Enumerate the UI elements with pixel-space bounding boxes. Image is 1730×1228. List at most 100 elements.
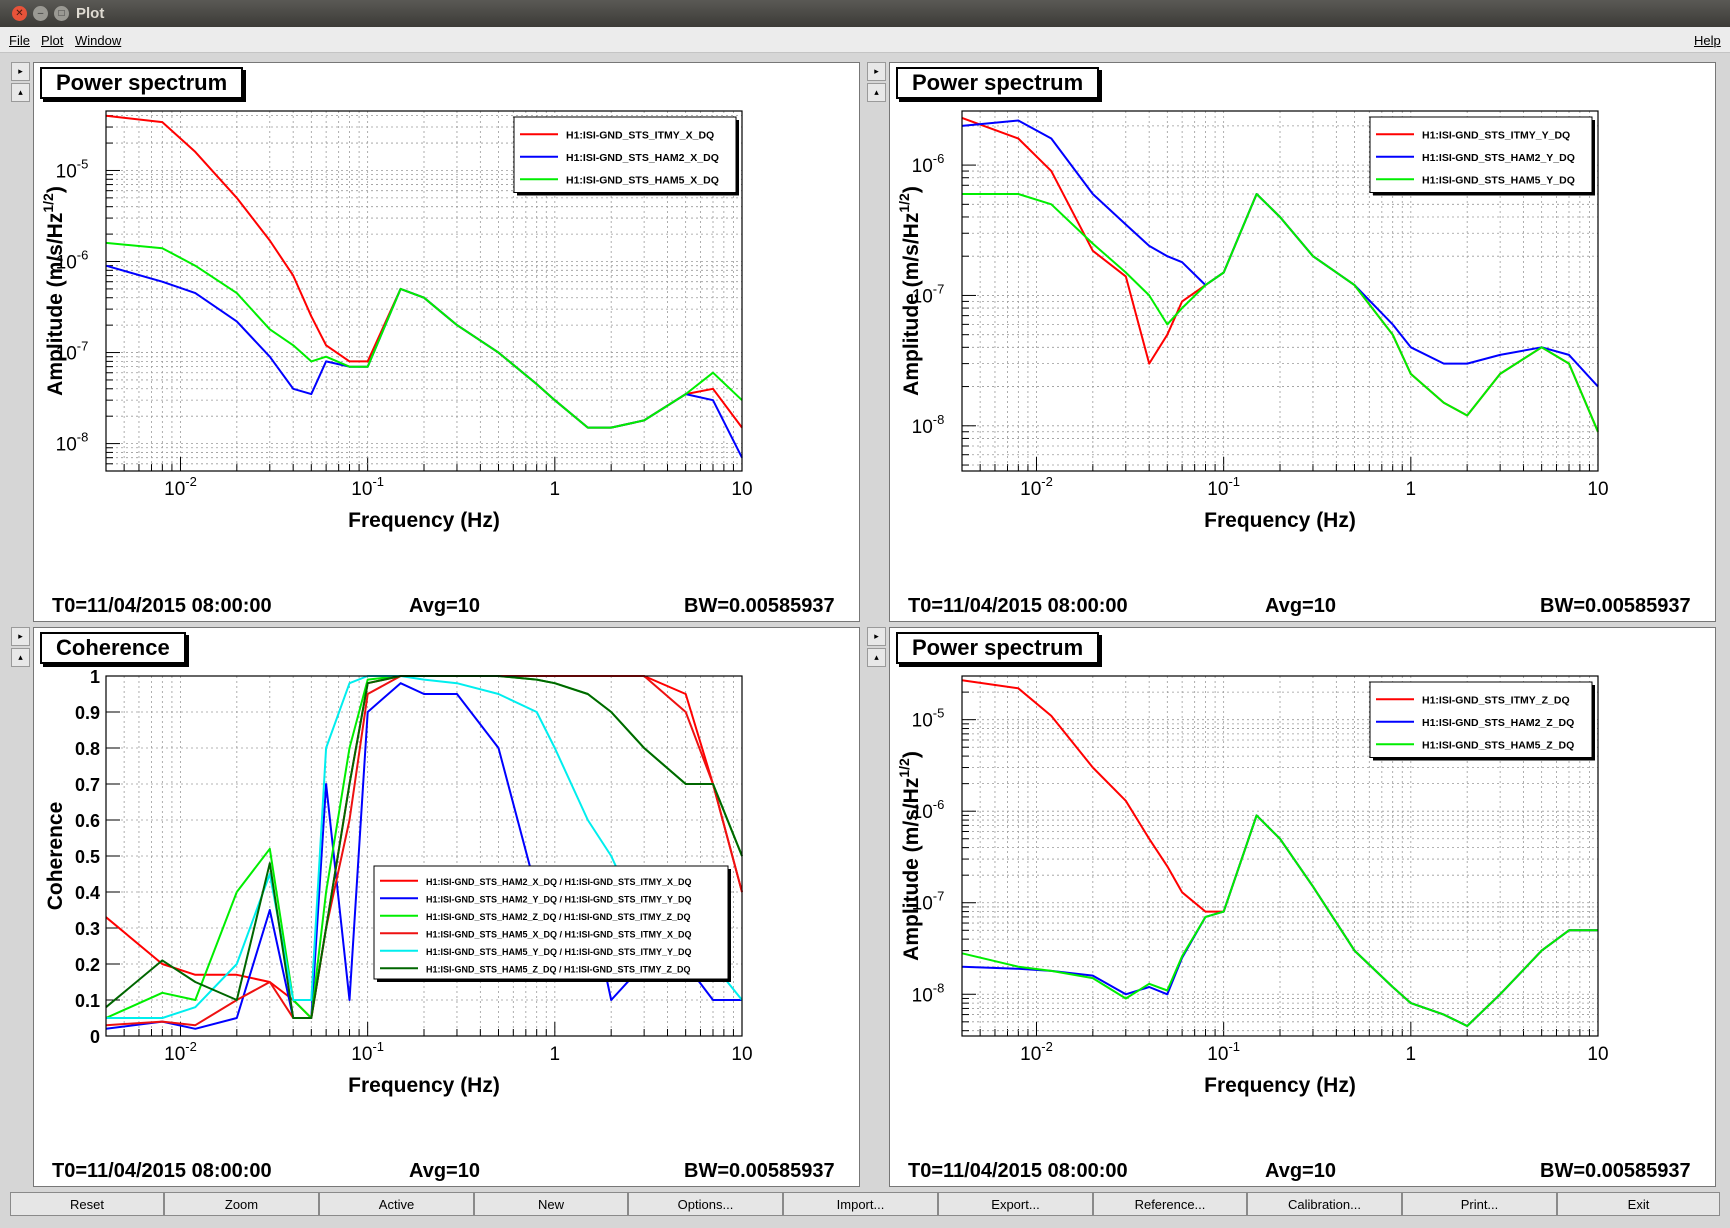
- coherence-chart[interactable]: 10-2 10-1 1 10 0 0.1 0.2 0.3 0.4 0.5 0.6 0.7 0.8 0.9 1…: [34, 628, 859, 1128]
- import-button[interactable]: Import...: [783, 1192, 938, 1216]
- plot-frame: [105, 110, 743, 472]
- window-titlebar: ✕ – □ Plot: [0, 0, 1730, 27]
- menu-window[interactable]: Window: [75, 33, 122, 48]
- new-button[interactable]: New: [474, 1192, 628, 1216]
- x-tick-label: 10-2: [1020, 474, 1053, 500]
- legend-label-3: H1:ISI-GND_STS_HAM5_Y_DQ: [1422, 174, 1575, 186]
- y-tick-label: 0.4: [75, 883, 100, 903]
- y-tick-label: 0.7: [75, 775, 100, 795]
- y-tick-label: 10-7: [56, 339, 89, 365]
- x-tick-label: 10: [731, 479, 752, 500]
- active-button[interactable]: Active: [319, 1192, 474, 1216]
- y-tick-label: 10-6: [56, 248, 89, 274]
- menu-plot[interactable]: Plot: [41, 33, 64, 48]
- menubar: File Plot Window Help: [0, 27, 1730, 53]
- x-tick-label: 1: [550, 479, 561, 500]
- legend-label-1: H1:ISI-GND_STS_ITMY_Z_DQ: [1422, 694, 1570, 706]
- reference-button[interactable]: Reference...: [1093, 1192, 1247, 1216]
- x-tick-label: 10-2: [164, 474, 197, 500]
- avg-label: Avg=10: [1265, 595, 1336, 617]
- y-tick-label: 0.5: [75, 847, 100, 867]
- x-tick-label: 1: [1406, 479, 1417, 500]
- legend-label-2: H1:ISI-GND_STS_HAM2_Z_DQ: [1422, 717, 1574, 729]
- legend-label-2: H1:ISI-GND_STS_HAM2_Y_DQ: [1422, 152, 1575, 164]
- power-spectrum-z-chart[interactable]: 10-2 10-1 1 10 10-5 10-6 10-7 10-8 Frequency (Hz…: [890, 628, 1715, 1128]
- menu-file[interactable]: File: [9, 33, 30, 48]
- panel2-scroll-up-button[interactable]: ▴: [867, 83, 886, 102]
- y-tick-label: 0.6: [75, 811, 100, 831]
- legend-label-5: H1:ISI-GND_STS_HAM5_Y_DQ / H1:ISI-GND_ST…: [426, 947, 692, 957]
- x-tick-label: 10-1: [1207, 1039, 1240, 1065]
- y-tick-label: 0.8: [75, 739, 100, 759]
- power-spectrum-x-chart[interactable]: 10-2 10-1 1 10 10-5 10-6 10-7 10-8 Frequency (Hz…: [34, 63, 859, 563]
- avg-label: Avg=10: [1265, 1160, 1336, 1182]
- t0-label: T0=11/04/2015 08:00:00: [52, 1160, 272, 1182]
- x-tick-label: 10-2: [1020, 1039, 1053, 1065]
- plot-panel-1[interactable]: 10-2 10-1 1 10 10-5 10-6 10-7 10-8 Frequency (Hz…: [33, 62, 860, 622]
- legend-label-2: H1:ISI-GND_STS_HAM2_Y_DQ / H1:ISI-GND_ST…: [426, 894, 692, 904]
- panel4-scroll-right-button[interactable]: ▸: [867, 627, 886, 646]
- close-icon[interactable]: ✕: [12, 6, 27, 21]
- calibration-button[interactable]: Calibration...: [1247, 1192, 1402, 1216]
- minimize-icon[interactable]: –: [33, 6, 48, 21]
- x-tick-label: 1: [550, 1044, 561, 1065]
- legend-label-4: H1:ISI-GND_STS_HAM5_X_DQ / H1:ISI-GND_ST…: [426, 929, 692, 939]
- legend-box: [373, 865, 729, 980]
- legend-label-3: H1:ISI-GND_STS_HAM5_Z_DQ: [1422, 739, 1574, 751]
- panel3-scroll-up-button[interactable]: ▴: [11, 648, 30, 667]
- panel1-scroll-right-button[interactable]: ▸: [11, 62, 30, 81]
- x-axis-title: Frequency (Hz): [1204, 1074, 1356, 1097]
- x-tick-label: 10: [1587, 1044, 1608, 1065]
- plot-frame: [961, 110, 1599, 472]
- plot-frame: [961, 675, 1599, 1037]
- print-button[interactable]: Print...: [1402, 1192, 1557, 1216]
- options-button[interactable]: Options...: [628, 1192, 783, 1216]
- plot-panel-2[interactable]: 10-2 10-1 1 10 10-6 10-7 10-8 Frequency (Hz) Amp…: [889, 62, 1716, 622]
- y-tick-label: 0.3: [75, 919, 100, 939]
- legend-label-1: H1:ISI-GND_STS_ITMY_Y_DQ: [1422, 129, 1570, 141]
- y-tick-label: 10-7: [912, 889, 945, 915]
- panel-title: Power spectrum: [896, 632, 1100, 664]
- reset-button[interactable]: Reset: [10, 1192, 164, 1216]
- y-axis-title: Amplitude (m/s/Hz1/2): [896, 186, 923, 396]
- series-line-3: [962, 193, 1599, 433]
- zoom-button[interactable]: Zoom: [164, 1192, 319, 1216]
- panel4-scroll-up-button[interactable]: ▴: [867, 648, 886, 667]
- y-tick-label: 10-5: [56, 156, 89, 182]
- legend-label-2: H1:ISI-GND_STS_HAM2_X_DQ: [566, 152, 719, 164]
- panel-title: Power spectrum: [896, 67, 1100, 99]
- t0-label: T0=11/04/2015 08:00:00: [52, 595, 272, 617]
- bw-label: BW=0.00585937: [1540, 595, 1691, 617]
- y-axis-title: Coherence: [44, 802, 67, 911]
- y-tick-label: 10-8: [912, 412, 945, 438]
- t0-label: T0=11/04/2015 08:00:00: [908, 595, 1128, 617]
- y-axis-title: Amplitude (m/s/Hz1/2): [40, 186, 67, 396]
- export-button[interactable]: Export...: [938, 1192, 1093, 1216]
- plot-panel-4[interactable]: 10-2 10-1 1 10 10-5 10-6 10-7 10-8 Frequency (Hz…: [889, 627, 1716, 1187]
- legend-label-3: H1:ISI-GND_STS_HAM2_Z_DQ / H1:ISI-GND_ST…: [426, 912, 691, 922]
- legend-label-3: H1:ISI-GND_STS_HAM5_X_DQ: [566, 174, 719, 186]
- panel-title: Power spectrum: [40, 67, 244, 99]
- x-tick-label: 10-1: [1207, 474, 1240, 500]
- x-axis-title: Frequency (Hz): [348, 509, 500, 532]
- power-spectrum-y-chart[interactable]: 10-2 10-1 1 10 10-6 10-7 10-8 Frequency (Hz) Amp…: [890, 63, 1715, 563]
- legend-label-6: H1:ISI-GND_STS_HAM5_Z_DQ / H1:ISI-GND_ST…: [426, 964, 691, 974]
- plot-panel-3[interactable]: 10-2 10-1 1 10 0 0.1 0.2 0.3 0.4 0.5 0.6 0.7 0.8 0.9 1…: [33, 627, 860, 1187]
- x-tick-label: 1: [1406, 1044, 1417, 1065]
- x-axis-title: Frequency (Hz): [1204, 509, 1356, 532]
- y-tick-label: 0.1: [75, 991, 100, 1011]
- maximize-icon[interactable]: □: [54, 6, 69, 21]
- y-tick-label: 0.2: [75, 955, 100, 975]
- y-axis-title: Amplitude (m/s/Hz1/2): [896, 751, 923, 961]
- legend-label-1: H1:ISI-GND_STS_ITMY_X_DQ: [566, 129, 714, 141]
- panel1-scroll-up-button[interactable]: ▴: [11, 83, 30, 102]
- x-tick-label: 10: [731, 1044, 752, 1065]
- y-tick-label: 10-8: [912, 980, 945, 1006]
- panel2-scroll-right-button[interactable]: ▸: [867, 62, 886, 81]
- exit-button[interactable]: Exit: [1557, 1192, 1720, 1216]
- menu-help[interactable]: Help: [1694, 33, 1721, 48]
- panel3-scroll-right-button[interactable]: ▸: [11, 627, 30, 646]
- bw-label: BW=0.00585937: [684, 1160, 835, 1182]
- y-tick-label: 10-6: [912, 151, 945, 177]
- y-tick-label: 0.9: [75, 703, 100, 723]
